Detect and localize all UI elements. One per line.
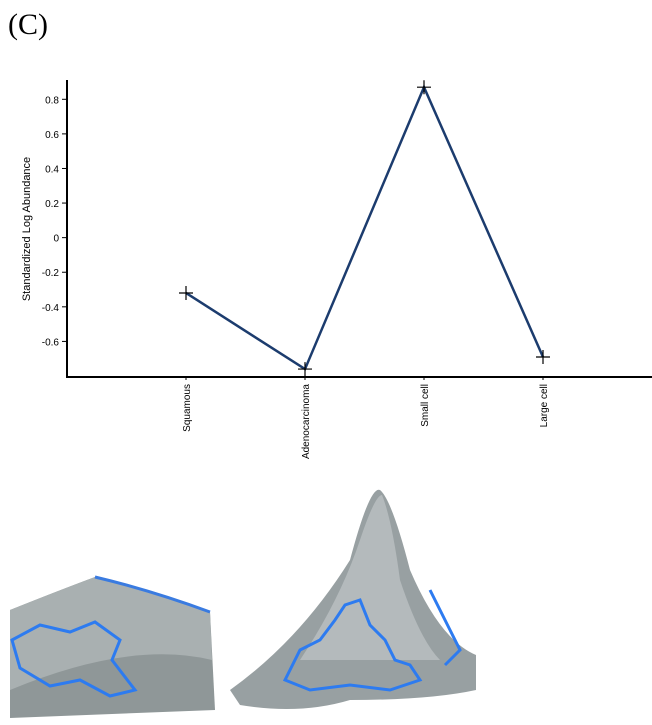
y-tick-label: -0.4 <box>42 303 60 314</box>
marker <box>536 350 550 364</box>
y-tick-label: -0.6 <box>42 337 60 348</box>
y-axis-label: Standardized Log Abundance <box>21 157 33 301</box>
surface-left <box>10 577 215 718</box>
surface-right <box>230 490 476 709</box>
y-tick-label: 0.4 <box>45 164 59 175</box>
figure: (C) Standardized Log Abundance -0.6 -0.4 -… <box>0 0 652 720</box>
y-tick-label: 0.8 <box>45 95 59 106</box>
x-tick-label: Large cell <box>539 384 550 427</box>
panel-label: (C) <box>8 8 48 41</box>
marker <box>179 286 193 300</box>
x-tick-label: Squamous <box>182 384 193 432</box>
x-tick-label: Small cell <box>420 384 431 427</box>
x-tick-label: Adenocarcinoma <box>301 384 312 459</box>
y-tick-label: 0.2 <box>45 199 59 210</box>
y-tick-label: 0.6 <box>45 130 59 141</box>
data-line <box>186 87 543 369</box>
y-tick-label: 0 <box>53 234 59 245</box>
y-tick-label: -0.2 <box>42 268 60 279</box>
marker <box>298 362 312 376</box>
marker <box>417 80 431 94</box>
